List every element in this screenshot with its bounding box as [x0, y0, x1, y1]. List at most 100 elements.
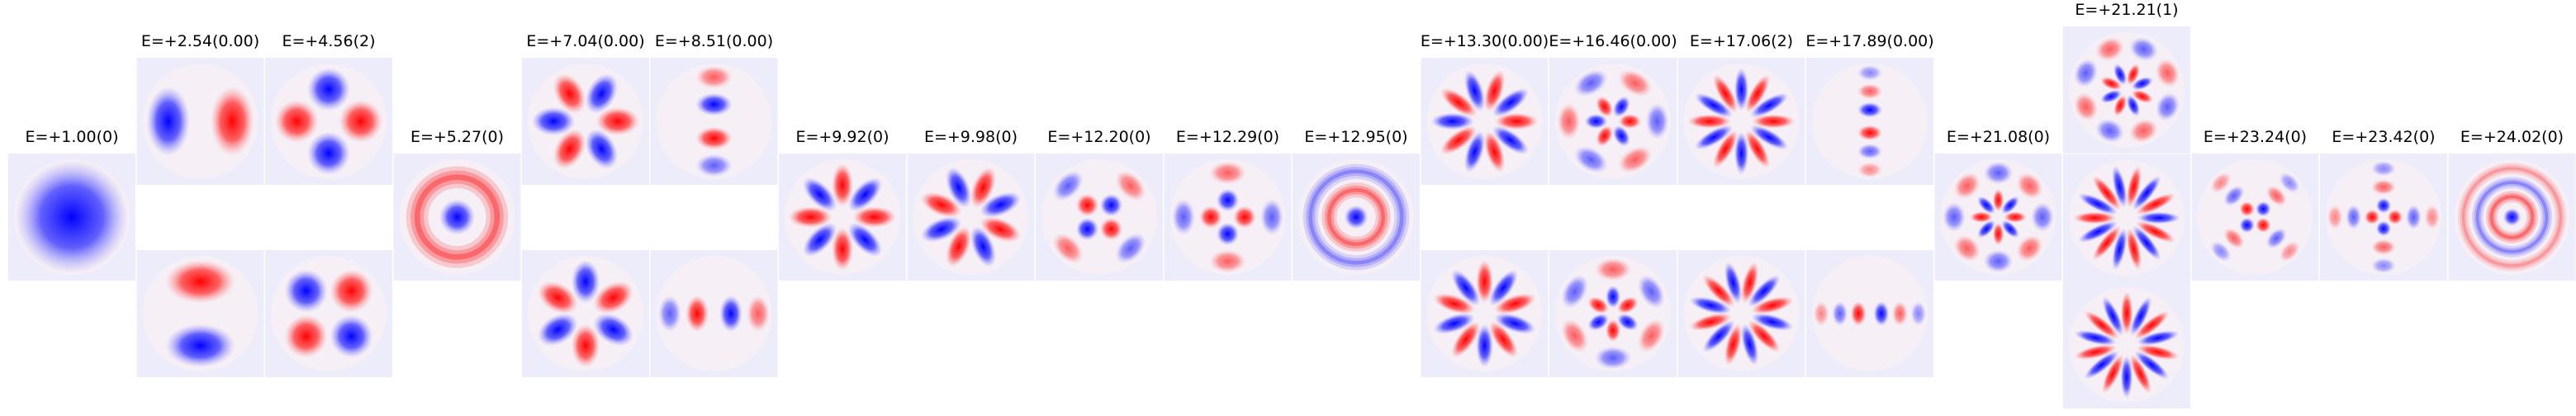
- lobe: [686, 295, 709, 333]
- mode-column: E=+23.42(0): [2320, 128, 2447, 281]
- lobe: [2255, 201, 2271, 217]
- lobe: [1483, 69, 1506, 112]
- lobe: [2112, 228, 2128, 271]
- lobe: [2100, 89, 2123, 104]
- lobe: [832, 227, 853, 271]
- lobe: [1618, 113, 1642, 130]
- ring: [2460, 165, 2564, 270]
- lobe: [2095, 37, 2124, 62]
- lobe: [1740, 323, 1759, 366]
- lobe: [585, 73, 619, 114]
- lobe: [2129, 354, 2151, 394]
- disk: [271, 256, 387, 371]
- lobe: [2101, 354, 2124, 394]
- lobe: [553, 129, 586, 169]
- ring: [2471, 177, 2553, 258]
- lobe: [802, 222, 837, 258]
- lobe: [980, 191, 1022, 218]
- mode-column: E=+2.54(0.00): [136, 32, 264, 377]
- lobe: [1115, 233, 1146, 264]
- ring: [2485, 191, 2539, 243]
- lobe: [2078, 220, 2118, 243]
- lobe: [2095, 118, 2124, 143]
- mode-title: E=+1.00(0): [25, 128, 118, 146]
- lobe: [1813, 300, 1829, 327]
- lobe: [2279, 240, 2300, 262]
- lobe: [165, 324, 235, 367]
- lobe: [2016, 234, 2043, 262]
- mode-column: E=+12.20(0): [1036, 128, 1163, 281]
- mode-title: E=+21.08(0): [1947, 128, 2050, 146]
- lobe: [2113, 64, 2128, 86]
- disk: [656, 256, 772, 371]
- disk: [2069, 32, 2185, 148]
- lobe: [789, 206, 833, 228]
- lobe: [1216, 222, 1240, 246]
- lobe: [1713, 130, 1739, 168]
- lobe: [1440, 125, 1478, 155]
- lobe: [747, 295, 770, 333]
- lobe: [1645, 102, 1669, 140]
- lobe: [1724, 323, 1743, 366]
- lobe: [553, 73, 586, 114]
- lobe: [2265, 185, 2287, 206]
- lobe: [1618, 145, 1653, 173]
- lobe: [1433, 293, 1475, 314]
- lobe: [1052, 170, 1084, 201]
- lobe: [2074, 329, 2117, 346]
- ring: [406, 166, 509, 268]
- lobe: [2239, 201, 2256, 217]
- lobe: [2126, 165, 2142, 208]
- lobe: [1713, 74, 1739, 113]
- mode-title: E=+12.20(0): [1047, 128, 1150, 146]
- lobe: [1857, 125, 1883, 141]
- ring: [410, 170, 504, 264]
- lobe: [1464, 130, 1486, 173]
- lobe: [946, 226, 972, 267]
- lobe: [2074, 344, 2117, 360]
- lobe: [1637, 319, 1665, 353]
- lobe: [1992, 222, 2004, 246]
- lobe: [1891, 300, 1908, 327]
- disk: [656, 64, 772, 179]
- lobe: [1209, 161, 1246, 185]
- lobe: [1233, 206, 1256, 229]
- lobe: [2387, 209, 2403, 225]
- lobe: [593, 313, 633, 347]
- lobe: [1052, 233, 1084, 264]
- mode-title: E=+7.04(0.00): [526, 32, 644, 50]
- lobe: [2073, 211, 2117, 225]
- lobe: [571, 260, 600, 304]
- lobe: [307, 68, 350, 111]
- lobe: [1075, 217, 1099, 241]
- lobe: [2279, 172, 2300, 194]
- lobe: [1199, 206, 1222, 229]
- mode-column: E=+21.08(0): [1934, 128, 2062, 281]
- lobe: [2132, 225, 2161, 261]
- lobe: [1953, 234, 1981, 262]
- lobe: [1099, 217, 1123, 241]
- lobe: [1748, 275, 1781, 308]
- ring: [1326, 187, 1385, 246]
- lobe: [1943, 202, 1966, 232]
- ring: [1306, 167, 1407, 267]
- lobe: [2137, 344, 2180, 361]
- lobe: [2084, 350, 2119, 380]
- lobe: [1612, 125, 1630, 147]
- lobe: [2126, 228, 2142, 271]
- lobe: [1440, 87, 1478, 117]
- lobe: [2134, 310, 2170, 340]
- lobe: [284, 314, 328, 358]
- mode-column: E=+12.29(0): [1164, 128, 1292, 281]
- lobe: [1857, 162, 1883, 178]
- lobe: [1694, 125, 1734, 150]
- lobe: [695, 154, 733, 177]
- mode-title: E=+5.27(0): [410, 128, 504, 146]
- lobe: [847, 222, 883, 258]
- disk: [1812, 64, 1928, 179]
- lobe: [211, 87, 254, 156]
- lobe: [695, 92, 733, 116]
- lobe: [1983, 161, 2014, 185]
- lobe: [2370, 160, 2397, 177]
